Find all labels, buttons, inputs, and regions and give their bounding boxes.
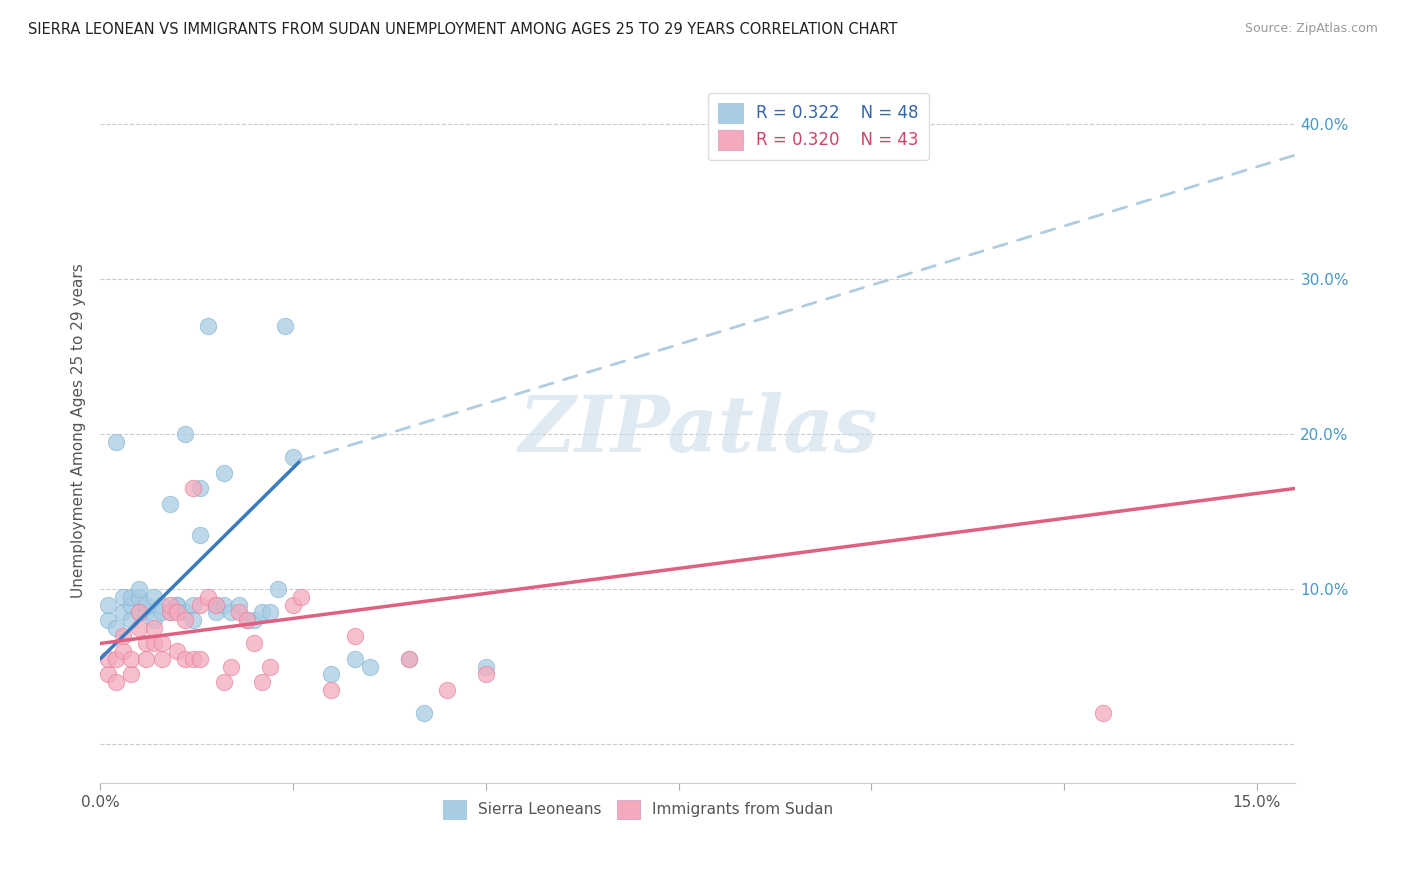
Point xyxy=(150,636,173,650)
Point xyxy=(197,318,219,333)
Point xyxy=(274,318,297,333)
Point xyxy=(174,606,197,620)
Point xyxy=(143,636,166,650)
Point xyxy=(135,606,157,620)
Point xyxy=(128,582,150,597)
Point xyxy=(135,652,157,666)
Point xyxy=(212,675,235,690)
Point xyxy=(120,667,142,681)
Point xyxy=(120,652,142,666)
Point xyxy=(359,659,381,673)
Point xyxy=(398,652,420,666)
Point xyxy=(228,606,250,620)
Point xyxy=(120,590,142,604)
Point xyxy=(150,598,173,612)
Point xyxy=(104,675,127,690)
Point xyxy=(219,659,242,673)
Point xyxy=(174,427,197,442)
Point xyxy=(436,683,458,698)
Point xyxy=(104,652,127,666)
Point xyxy=(159,606,181,620)
Point xyxy=(143,613,166,627)
Point xyxy=(159,598,181,612)
Point xyxy=(166,644,188,658)
Point xyxy=(166,598,188,612)
Point xyxy=(1091,706,1114,721)
Point xyxy=(343,629,366,643)
Point xyxy=(181,652,204,666)
Point xyxy=(150,606,173,620)
Point xyxy=(181,598,204,612)
Point xyxy=(321,667,343,681)
Point xyxy=(235,613,257,627)
Point xyxy=(97,613,120,627)
Point xyxy=(128,621,150,635)
Point xyxy=(250,675,273,690)
Point xyxy=(197,590,219,604)
Point xyxy=(413,706,436,721)
Point xyxy=(190,528,212,542)
Text: ZIPatlas: ZIPatlas xyxy=(517,392,877,468)
Point xyxy=(190,598,212,612)
Point xyxy=(212,598,235,612)
Point xyxy=(259,659,281,673)
Point xyxy=(398,652,420,666)
Point xyxy=(128,606,150,620)
Point xyxy=(281,450,304,465)
Point xyxy=(190,482,212,496)
Point xyxy=(474,659,496,673)
Legend: Sierra Leoneans, Immigrants from Sudan: Sierra Leoneans, Immigrants from Sudan xyxy=(437,794,839,825)
Point xyxy=(290,590,312,604)
Point xyxy=(159,606,181,620)
Point xyxy=(166,606,188,620)
Point xyxy=(112,629,135,643)
Point xyxy=(159,497,181,511)
Point xyxy=(143,621,166,635)
Point xyxy=(97,652,120,666)
Point xyxy=(228,598,250,612)
Text: SIERRA LEONEAN VS IMMIGRANTS FROM SUDAN UNEMPLOYMENT AMONG AGES 25 TO 29 YEARS C: SIERRA LEONEAN VS IMMIGRANTS FROM SUDAN … xyxy=(28,22,897,37)
Point xyxy=(219,606,242,620)
Point xyxy=(135,598,157,612)
Point xyxy=(166,598,188,612)
Point xyxy=(190,652,212,666)
Point xyxy=(97,598,120,612)
Point xyxy=(243,636,266,650)
Point xyxy=(259,606,281,620)
Point xyxy=(266,582,288,597)
Point xyxy=(321,683,343,698)
Point xyxy=(174,652,197,666)
Point xyxy=(112,644,135,658)
Point xyxy=(281,598,304,612)
Point xyxy=(135,636,157,650)
Point xyxy=(250,606,273,620)
Point xyxy=(181,613,204,627)
Point xyxy=(204,598,226,612)
Point xyxy=(150,652,173,666)
Point xyxy=(235,613,257,627)
Point xyxy=(104,621,127,635)
Text: Source: ZipAtlas.com: Source: ZipAtlas.com xyxy=(1244,22,1378,36)
Point xyxy=(204,606,226,620)
Point xyxy=(112,590,135,604)
Y-axis label: Unemployment Among Ages 25 to 29 years: Unemployment Among Ages 25 to 29 years xyxy=(72,263,86,598)
Point xyxy=(243,613,266,627)
Point xyxy=(212,466,235,480)
Point xyxy=(343,652,366,666)
Point xyxy=(174,613,197,627)
Point xyxy=(97,667,120,681)
Point xyxy=(120,613,142,627)
Point xyxy=(128,606,150,620)
Point xyxy=(474,667,496,681)
Point xyxy=(112,606,135,620)
Point xyxy=(104,434,127,449)
Point xyxy=(143,590,166,604)
Point xyxy=(181,482,204,496)
Point xyxy=(204,598,226,612)
Point xyxy=(128,590,150,604)
Point xyxy=(120,598,142,612)
